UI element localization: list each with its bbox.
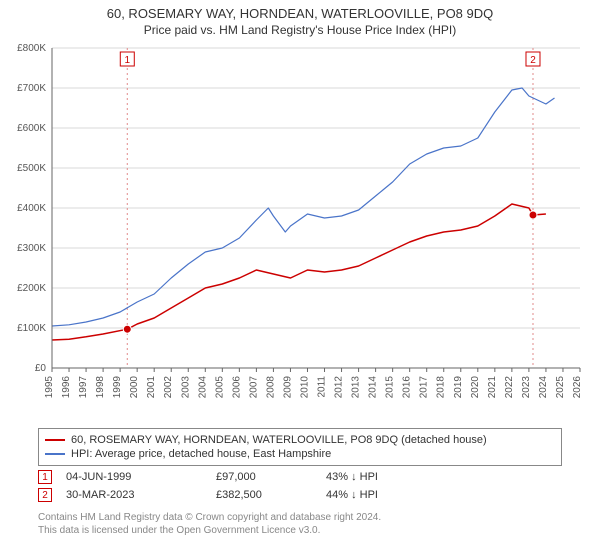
datapoint-row: 2 30-MAR-2023£382,50044% ↓ HPI (38, 486, 562, 504)
datapoint-marker: 2 (38, 488, 52, 502)
svg-text:2003: 2003 (180, 376, 191, 399)
svg-text:£0: £0 (35, 363, 47, 374)
legend-swatch (45, 439, 65, 441)
svg-text:1997: 1997 (78, 376, 89, 399)
chart-title-address: 60, ROSEMARY WAY, HORNDEAN, WATERLOOVILL… (0, 6, 600, 21)
datapoint-date: 04-JUN-1999 (66, 471, 216, 483)
legend-row: HPI: Average price, detached house, East… (45, 447, 555, 461)
svg-text:£100K: £100K (17, 323, 46, 334)
svg-text:2010: 2010 (299, 376, 310, 399)
svg-text:2018: 2018 (436, 376, 447, 399)
svg-text:2014: 2014 (368, 376, 379, 399)
svg-text:£600K: £600K (17, 123, 46, 134)
svg-text:2002: 2002 (163, 376, 174, 399)
svg-text:2020: 2020 (470, 376, 481, 399)
marker-point-2 (529, 211, 537, 219)
chart-title-sub: Price paid vs. HM Land Registry's House … (0, 23, 600, 37)
svg-text:1999: 1999 (112, 376, 123, 399)
datapoint-pct: 44% ↓ HPI (326, 489, 446, 501)
svg-text:1998: 1998 (95, 376, 106, 399)
svg-text:2024: 2024 (538, 376, 549, 399)
svg-text:2008: 2008 (265, 376, 276, 399)
datapoint-price: £382,500 (216, 489, 326, 501)
svg-text:2004: 2004 (197, 376, 208, 399)
svg-text:2025: 2025 (555, 376, 566, 399)
data-point-table: 1 04-JUN-1999£97,00043% ↓ HPI 2 30-MAR-2023… (38, 468, 562, 504)
svg-text:2017: 2017 (419, 376, 430, 399)
svg-text:2: 2 (530, 55, 536, 66)
footer-attribution: Contains HM Land Registry data © Crown c… (38, 512, 562, 537)
svg-text:2006: 2006 (231, 376, 242, 399)
svg-text:2026: 2026 (572, 376, 583, 399)
footer-line1: Contains HM Land Registry data © Crown c… (38, 512, 562, 525)
legend-row: 60, ROSEMARY WAY, HORNDEAN, WATERLOOVILL… (45, 433, 555, 447)
legend: 60, ROSEMARY WAY, HORNDEAN, WATERLOOVILL… (38, 428, 562, 466)
svg-text:2012: 2012 (334, 376, 345, 399)
svg-text:2005: 2005 (214, 376, 225, 399)
legend-swatch (45, 453, 65, 455)
svg-text:1996: 1996 (61, 376, 72, 399)
datapoint-price: £97,000 (216, 471, 326, 483)
datapoint-row: 1 04-JUN-1999£97,00043% ↓ HPI (38, 468, 562, 486)
svg-text:1: 1 (125, 55, 131, 66)
svg-text:£300K: £300K (17, 243, 46, 254)
svg-text:2019: 2019 (453, 376, 464, 399)
svg-text:2013: 2013 (351, 376, 362, 399)
datapoint-pct: 43% ↓ HPI (326, 471, 446, 483)
svg-text:2011: 2011 (317, 376, 328, 398)
svg-text:2022: 2022 (504, 376, 515, 399)
legend-label: HPI: Average price, detached house, East… (71, 448, 331, 460)
svg-text:2023: 2023 (521, 376, 532, 399)
svg-text:£700K: £700K (17, 83, 46, 94)
price-chart: £0 £100K £200K £300K £400K £500K £600K £700K £80… (0, 42, 600, 422)
svg-text:£400K: £400K (17, 203, 46, 214)
svg-text:£500K: £500K (17, 163, 46, 174)
svg-text:£800K: £800K (17, 43, 46, 54)
svg-text:2021: 2021 (487, 376, 498, 399)
svg-text:2007: 2007 (248, 376, 259, 399)
marker-point-1 (123, 325, 131, 333)
datapoint-date: 30-MAR-2023 (66, 489, 216, 501)
svg-text:2009: 2009 (282, 376, 293, 399)
svg-text:2001: 2001 (146, 376, 157, 399)
svg-text:2016: 2016 (402, 376, 413, 399)
legend-label: 60, ROSEMARY WAY, HORNDEAN, WATERLOOVILL… (71, 434, 487, 446)
svg-text:2000: 2000 (129, 376, 140, 399)
datapoint-marker: 1 (38, 470, 52, 484)
svg-text:£200K: £200K (17, 283, 46, 294)
footer-line2: This data is licensed under the Open Gov… (38, 525, 562, 538)
svg-text:2015: 2015 (385, 376, 396, 399)
svg-text:1995: 1995 (44, 376, 55, 399)
